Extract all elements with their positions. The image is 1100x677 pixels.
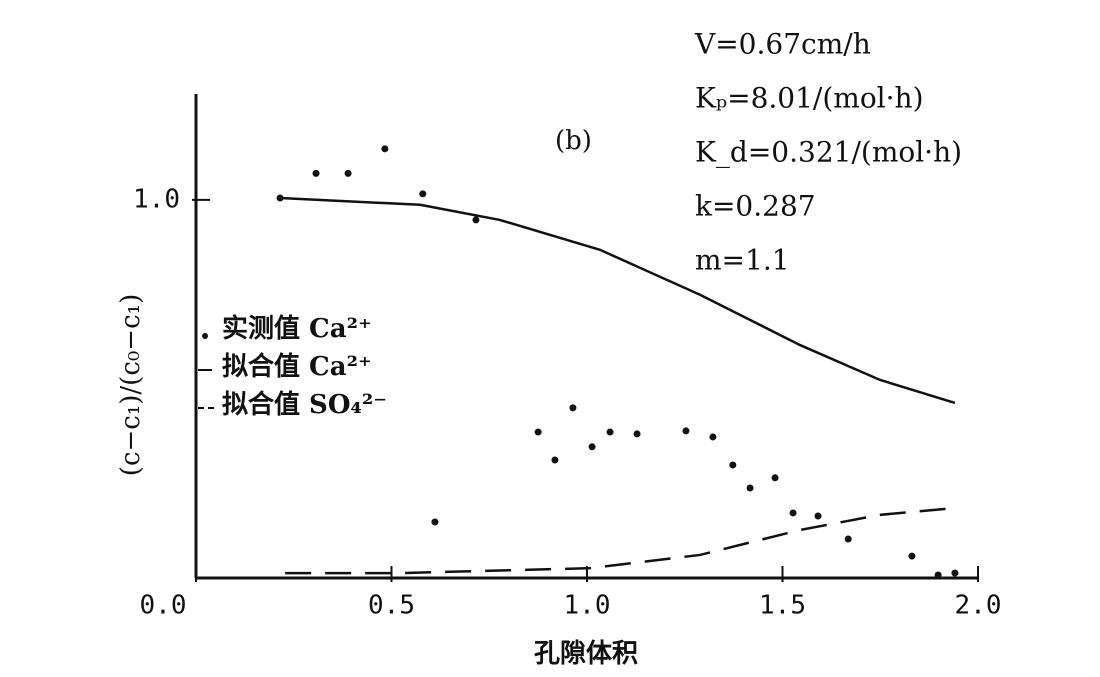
fit-line [285, 506, 956, 575]
data-point [844, 535, 852, 543]
legend-marker [202, 333, 208, 339]
data-point [588, 443, 596, 451]
fit-line [280, 196, 956, 405]
data-point [344, 169, 352, 177]
data-point [633, 430, 641, 438]
y-axis-label: (c−c₁)/(c₀−c₁) [116, 294, 146, 476]
x-axis-label: 孔隙体积 [534, 639, 638, 669]
data-point [551, 456, 559, 464]
legend-label: 实测值 Ca²⁺ [222, 313, 372, 344]
data-point [534, 428, 542, 436]
legend-label: 拟合值 SO₄²⁻ [222, 389, 387, 420]
annotation: V=0.67cm/h [694, 28, 871, 61]
data-point [606, 428, 614, 436]
annotation: k=0.287 [695, 190, 816, 223]
data-point [789, 509, 797, 517]
x-tick-label: 1.0 [564, 591, 611, 621]
x-tick-label: 0.5 [368, 591, 415, 621]
data-point [729, 461, 737, 469]
data-point [431, 518, 439, 526]
annotation: m=1.1 [695, 244, 790, 277]
data-point [771, 474, 779, 482]
data-point [746, 484, 754, 492]
annotation: Kₚ=8.01/(mol·h) [695, 82, 924, 115]
data-point [419, 190, 427, 198]
data-point [682, 427, 690, 435]
data-point [472, 216, 480, 224]
data-point [312, 169, 320, 177]
data-point [908, 552, 916, 560]
x-tick-label: 0.0 [140, 591, 187, 621]
data-point [569, 404, 577, 412]
data-point [814, 512, 822, 520]
y-tick-label: 1.0 [133, 184, 180, 214]
annotation: K_d=0.321/(mol·h) [695, 136, 962, 169]
data-point [709, 433, 717, 441]
x-tick-label: 2.0 [955, 591, 1002, 621]
x-tick-label: 1.5 [759, 591, 806, 621]
panel-label: (b) [555, 126, 592, 156]
legend-label: 拟合值 Ca²⁺ [222, 351, 372, 382]
data-point [951, 569, 959, 577]
data-point [934, 571, 942, 579]
data-point [381, 145, 389, 153]
